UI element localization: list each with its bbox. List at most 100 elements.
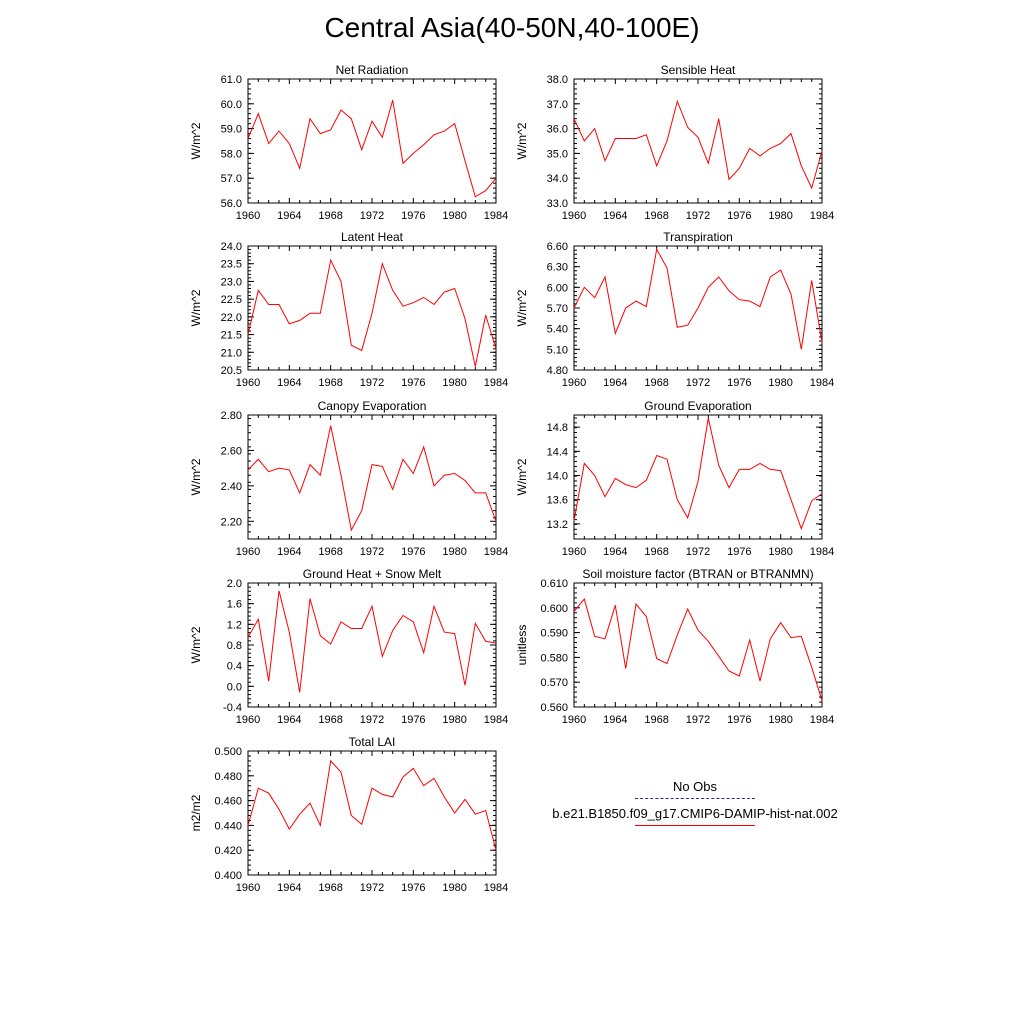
x-tick-label: 1972 <box>360 377 384 389</box>
y-tick-label: 56.0 <box>221 198 242 210</box>
x-tick-label: 1968 <box>318 714 342 726</box>
y-tick-label: 6.30 <box>547 262 568 274</box>
x-tick-label: 1984 <box>810 377 834 389</box>
x-tick-label: 1960 <box>562 210 586 222</box>
y-tick-label: 6.60 <box>547 241 568 253</box>
x-tick-label: 1960 <box>236 210 260 222</box>
plot-frame <box>573 582 823 708</box>
x-tick-label: 1972 <box>686 210 710 222</box>
chart-title: Transpiration <box>663 230 733 244</box>
chart-title: Total LAI <box>349 735 396 749</box>
chart-title: Ground Evaporation <box>644 399 751 413</box>
x-tick-label: 1980 <box>768 377 792 389</box>
y-tick-label: 22.5 <box>221 294 242 306</box>
y-tick-label: 2.0 <box>227 578 242 590</box>
x-tick-label: 1964 <box>603 377 627 389</box>
x-tick-label: 1968 <box>644 714 668 726</box>
y-tick-label: 58.0 <box>221 148 242 160</box>
plot-frame <box>247 414 497 540</box>
x-tick-label: 1964 <box>603 546 627 558</box>
x-tick-label: 1976 <box>401 882 425 894</box>
legend: No Obs b.e21.B1850.f09_g17.CMIP6-DAMIP-h… <box>530 778 860 832</box>
chart-panel: Latent Heat 1960 1964 1968 1972 1976 1980 1984 2… <box>189 230 508 389</box>
x-tick-label: 1960 <box>562 714 586 726</box>
y-axis-label: W/m^2 <box>515 458 529 495</box>
x-tick-label: 1980 <box>442 210 466 222</box>
y-axis-label: m2/m2 <box>189 794 203 831</box>
y-tick-label: 2.80 <box>221 410 242 422</box>
x-tick-label: 1964 <box>277 714 301 726</box>
y-tick-label: 33.0 <box>547 198 568 210</box>
x-tick-label: 1984 <box>810 210 834 222</box>
x-tick-label: 1976 <box>401 546 425 558</box>
series-line <box>247 759 497 851</box>
y-tick-label: 0.590 <box>540 628 568 640</box>
y-tick-label: 2.40 <box>221 481 242 493</box>
chart-title: Ground Heat + Snow Melt <box>303 567 442 581</box>
chart-title: Sensible Heat <box>661 63 736 77</box>
chart-title: Net Radiation <box>336 63 409 77</box>
y-axis-label: W/m^2 <box>515 289 529 326</box>
x-tick-label: 1976 <box>401 714 425 726</box>
x-tick-label: 1964 <box>603 714 627 726</box>
x-tick-label: 1984 <box>810 714 834 726</box>
page-title: Central Asia(40-50N,40-100E) <box>324 12 700 43</box>
y-tick-label: 61.0 <box>221 74 242 86</box>
plot-frame <box>247 582 497 708</box>
y-tick-label: 13.2 <box>547 519 568 531</box>
x-tick-label: 1960 <box>236 546 260 558</box>
y-axis-label: W/m^2 <box>189 458 203 495</box>
x-tick-label: 1976 <box>727 210 751 222</box>
x-tick-label: 1980 <box>442 714 466 726</box>
chart-panel: Ground Evaporation 1960 1964 1968 1972 1976 19… <box>515 399 834 558</box>
legend-label-model: b.e21.B1850.f09_g17.CMIP6-DAMIP-hist-nat… <box>552 806 838 821</box>
y-tick-label: 23.5 <box>221 259 242 271</box>
y-tick-label: 14.0 <box>547 470 568 482</box>
y-tick-label: 24.0 <box>221 241 242 253</box>
y-tick-label: 0.400 <box>214 870 242 882</box>
y-tick-label: 14.4 <box>547 446 568 458</box>
y-axis-label: W/m^2 <box>189 626 203 663</box>
x-tick-label: 1972 <box>360 210 384 222</box>
y-tick-label: 0.8 <box>227 640 242 652</box>
legend-swatch-obs <box>635 798 755 799</box>
y-tick-label: 22.0 <box>221 312 242 324</box>
series-line <box>247 425 497 532</box>
y-tick-label: 21.5 <box>221 330 242 342</box>
series-line <box>573 417 823 531</box>
x-tick-label: 1960 <box>562 546 586 558</box>
y-tick-label: 0.500 <box>214 746 242 758</box>
series-line <box>247 258 497 367</box>
plot-frame <box>573 78 823 204</box>
x-tick-label: 1984 <box>484 377 508 389</box>
plot-frame <box>247 78 497 204</box>
plot-frame <box>247 245 497 371</box>
x-tick-label: 1980 <box>768 210 792 222</box>
y-tick-label: 2.20 <box>221 516 242 528</box>
x-tick-label: 1976 <box>727 377 751 389</box>
x-tick-label: 1960 <box>236 882 260 894</box>
x-tick-label: 1968 <box>644 546 668 558</box>
chart-panel: Total LAI 1960 1964 1968 1972 1976 1980 1984 0.4… <box>189 735 508 894</box>
x-tick-label: 1964 <box>277 210 301 222</box>
x-tick-label: 1980 <box>442 546 466 558</box>
x-tick-label: 1972 <box>686 377 710 389</box>
x-tick-label: 1984 <box>484 882 508 894</box>
y-tick-label: 21.0 <box>221 347 242 359</box>
chart-panel: Canopy Evaporation 1960 1964 1968 1972 1976 19… <box>189 399 508 558</box>
x-tick-label: 1984 <box>484 714 508 726</box>
x-tick-label: 1964 <box>277 546 301 558</box>
series-line <box>573 247 823 350</box>
x-tick-label: 1984 <box>484 546 508 558</box>
x-tick-label: 1972 <box>686 714 710 726</box>
x-tick-label: 1976 <box>727 546 751 558</box>
x-tick-label: 1964 <box>277 377 301 389</box>
y-tick-label: 14.8 <box>547 422 568 434</box>
y-tick-label: 13.6 <box>547 495 568 507</box>
series-line <box>247 99 497 198</box>
chart-panel: Ground Heat + Snow Melt 1960 1964 1968 1972 1… <box>189 567 508 726</box>
y-axis-label: unitless <box>515 625 529 666</box>
y-tick-label: 0.560 <box>540 702 568 714</box>
series-line <box>573 598 823 701</box>
